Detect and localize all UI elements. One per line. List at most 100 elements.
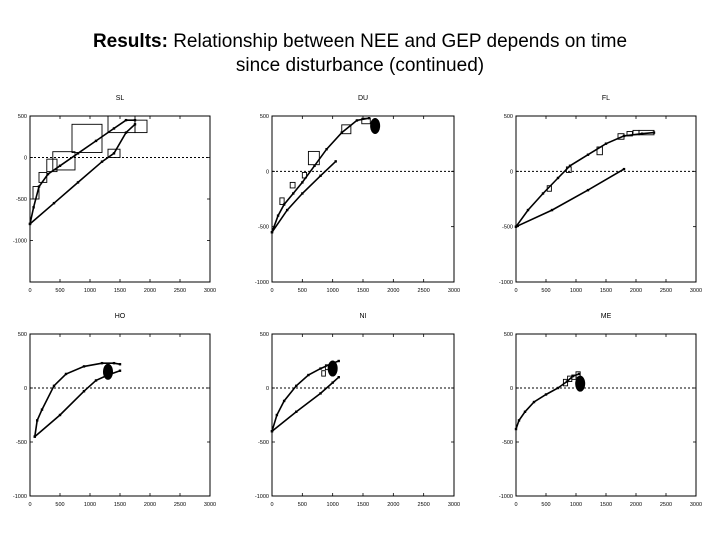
data-point: [36, 419, 39, 422]
data-point: [94, 379, 98, 382]
error-box: [134, 119, 148, 134]
data-point: [325, 148, 328, 151]
series-line-2: [29, 123, 136, 225]
data-point: [301, 181, 304, 184]
data-point: [124, 118, 128, 122]
series-line-1: [271, 117, 370, 233]
data-point: [270, 231, 274, 234]
chart-title: FL: [602, 95, 610, 102]
slide-title-rest: Relationship between NEE and GEP depends…: [167, 31, 628, 52]
data-point: [285, 208, 289, 212]
data-point: [33, 435, 36, 438]
x-tick-label: 1500: [114, 502, 126, 508]
y-tick-label: -1000: [255, 494, 269, 500]
data-point: [586, 153, 590, 156]
x-tick-label: 2500: [174, 502, 186, 508]
y-tick-label: 500: [18, 114, 27, 120]
data-point: [337, 376, 340, 379]
plot-frame: [515, 115, 697, 283]
dense-cluster: [327, 360, 338, 377]
y-tick-label: 500: [504, 114, 513, 120]
series-line-1: [515, 131, 655, 228]
x-tick-label: 2000: [630, 288, 642, 294]
x-tick-label: 1500: [357, 502, 369, 508]
data-point: [319, 392, 322, 395]
data-point: [319, 367, 322, 370]
x-tick-label: 2500: [174, 288, 186, 294]
y-tick-label: 0: [24, 156, 27, 162]
y-tick-label: 0: [510, 169, 513, 175]
x-tick-label: 2000: [144, 502, 156, 508]
data-point: [118, 369, 122, 372]
error-box: [38, 171, 48, 183]
x-tick-label: 2500: [660, 288, 672, 294]
y-tick-label: -500: [16, 197, 27, 203]
data-point: [40, 408, 44, 411]
data-point: [295, 384, 298, 388]
data-point: [64, 372, 68, 376]
error-box: [626, 131, 633, 137]
x-tick-label: 0: [270, 288, 273, 294]
data-point: [100, 160, 104, 163]
y-tick-label: -1000: [499, 280, 513, 286]
x-tick-label: 500: [541, 502, 550, 508]
x-tick-label: 1000: [327, 502, 339, 508]
x-tick-label: 1500: [600, 288, 612, 294]
y-tick-label: 0: [510, 386, 513, 392]
x-tick-label: 1000: [84, 288, 96, 294]
x-tick-label: 1000: [570, 502, 582, 508]
x-tick-label: 1000: [327, 288, 339, 294]
chart-title: HO: [115, 313, 126, 320]
error-box: [279, 197, 285, 205]
error-box: [32, 186, 40, 200]
data-point: [568, 164, 572, 167]
data-point: [313, 164, 316, 167]
series-line-2: [34, 369, 121, 438]
data-point: [76, 152, 80, 155]
slide-title-bold: Results:: [92, 31, 168, 52]
error-box: [289, 181, 296, 189]
data-point: [52, 384, 56, 388]
chart-title: ME: [601, 313, 612, 320]
y-tick-label: 500: [260, 114, 269, 120]
data-point: [334, 160, 337, 163]
x-tick-label: 1000: [84, 502, 96, 508]
data-point: [544, 393, 548, 396]
data-point: [331, 381, 334, 384]
x-tick-label: 500: [298, 288, 307, 294]
y-tick-label: 0: [266, 169, 269, 175]
error-box: [321, 370, 326, 377]
error-box: [596, 146, 603, 156]
y-tick-label: -500: [502, 225, 513, 231]
series-line-1: [515, 373, 580, 430]
data-point: [118, 363, 122, 366]
x-tick-label: 0: [28, 288, 31, 294]
x-tick-label: 3000: [448, 288, 460, 294]
y-tick-label: -1000: [13, 494, 27, 500]
data-point: [276, 214, 280, 217]
data-point: [532, 400, 536, 404]
data-point: [112, 127, 116, 130]
error-box: [307, 150, 320, 166]
y-tick-label: -500: [502, 440, 513, 446]
x-tick-label: 500: [55, 288, 64, 294]
data-point: [514, 427, 518, 431]
data-point: [270, 430, 274, 433]
data-point: [337, 359, 340, 363]
data-point: [82, 390, 86, 393]
plot-frame: [271, 115, 455, 283]
dense-cluster: [370, 117, 381, 134]
chart-panel-sl: SL 0 500 1000 1500 2000 2500 3000 500 0 -500 -1000: [13, 95, 216, 294]
slide-title: Results: Relationship between NEE and GE…: [0, 30, 720, 78]
data-point: [76, 181, 80, 184]
y-tick-label: 0: [24, 386, 27, 392]
plot-frame: [271, 333, 455, 497]
data-point: [58, 164, 62, 167]
data-point: [292, 192, 295, 195]
chart-panel-me: ME 0 500 1000 1500 2000 2500 3000 500 0 -500 -1000: [499, 313, 702, 508]
error-box: [301, 171, 308, 179]
error-box: [46, 158, 58, 173]
data-point: [307, 373, 310, 377]
x-tick-label: 0: [28, 502, 31, 508]
